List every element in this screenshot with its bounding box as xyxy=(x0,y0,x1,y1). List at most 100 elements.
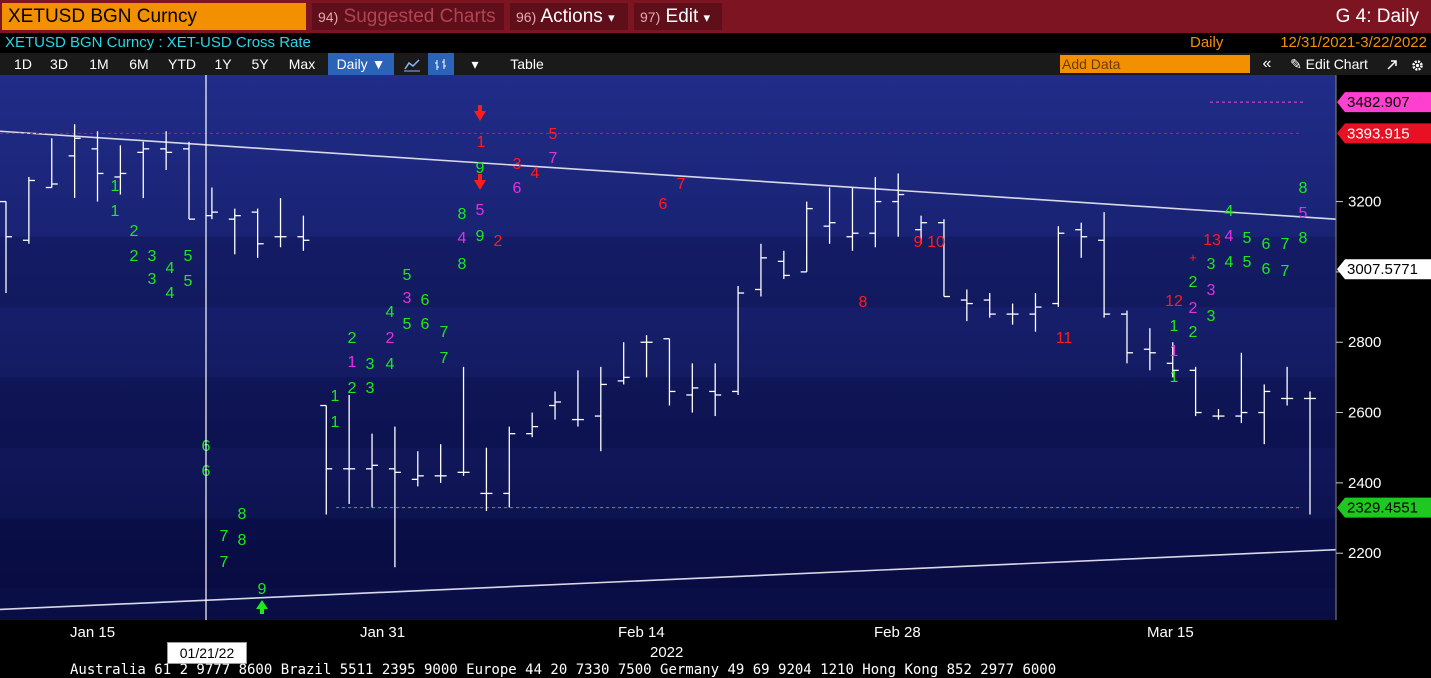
count-label: 4 xyxy=(1225,203,1234,220)
grid-band xyxy=(0,518,1336,589)
sequential-counts: 1122334455667788911223344556677889912345… xyxy=(111,105,1308,614)
count-label: 6 xyxy=(513,180,522,197)
count-label: 4 xyxy=(386,356,395,373)
period-1d-button[interactable]: 1D xyxy=(14,56,32,72)
gear-icon[interactable] xyxy=(1406,53,1428,75)
price-tag-label: 3393.915 xyxy=(1347,125,1410,142)
count-label: 2 xyxy=(130,248,139,265)
cursor-marker-icon xyxy=(205,619,207,620)
count-label: 5 xyxy=(476,202,485,219)
count-label: 1 xyxy=(111,178,120,195)
price-tag xyxy=(1337,92,1431,113)
edit-number: 97) xyxy=(640,9,661,25)
reference-lines xyxy=(0,101,1304,509)
more-chart-types-dropdown[interactable]: ▾ xyxy=(471,56,479,72)
count-label: 1 xyxy=(331,414,340,431)
sell-arrow-stem xyxy=(478,174,482,181)
suggested-charts-button[interactable]: 94) Suggested Charts xyxy=(312,3,504,30)
count-label: 9 xyxy=(476,160,485,177)
y-tick-label: 2800 xyxy=(1348,334,1381,351)
bar-chart-icon[interactable] xyxy=(428,53,454,75)
count-label: 2 xyxy=(386,330,395,347)
count-label: 1 xyxy=(1170,318,1179,335)
sell-arrow-icon xyxy=(474,111,486,121)
grid-band xyxy=(0,377,1336,448)
edit-chart-button[interactable]: ✎ Edit Chart xyxy=(1290,56,1368,72)
y-tick-label: 2600 xyxy=(1348,405,1381,422)
trendline-upper xyxy=(0,130,1337,220)
count-label: 8 xyxy=(1299,230,1308,247)
period-5y-button[interactable]: 5Y xyxy=(251,56,269,72)
count-label: 7 xyxy=(549,150,558,167)
actions-menu-button[interactable]: 96) Actions ▾ xyxy=(510,3,628,30)
count-label: 4 xyxy=(1225,254,1234,271)
count-label: 2 xyxy=(1189,274,1198,291)
period-6m-button[interactable]: 6M xyxy=(129,56,149,72)
price-tag xyxy=(1337,123,1431,144)
count-label: 3 xyxy=(148,271,157,288)
trendline-lower xyxy=(0,548,1337,611)
trendlines xyxy=(0,130,1337,611)
count-label: 1 xyxy=(1170,343,1179,360)
count-label: 7 xyxy=(1281,263,1290,280)
count-label: 1 xyxy=(331,388,340,405)
frequency-dropdown[interactable]: Daily ▼ xyxy=(328,53,394,75)
count-label: 6 xyxy=(1262,236,1271,253)
count-label: 8 xyxy=(238,532,247,549)
count-label: 2 xyxy=(348,330,357,347)
count-label: 11 xyxy=(1056,330,1073,347)
yaxis-background xyxy=(1336,75,1431,620)
count-label: 1 xyxy=(111,203,120,220)
count-label: 7 xyxy=(677,176,686,193)
add-data-input[interactable]: Add Data xyxy=(1060,55,1250,73)
sell-arrow-stem xyxy=(478,105,482,112)
x-tick-label: Mar 15 xyxy=(1147,624,1194,641)
count-label: 3 xyxy=(513,156,522,173)
period-ytd-button[interactable]: YTD xyxy=(168,56,196,72)
ohlc-bars xyxy=(0,124,1316,568)
count-label: 6 xyxy=(421,316,430,333)
count-label: 4 xyxy=(386,304,395,321)
count-label: 5 xyxy=(1243,254,1252,271)
count-label: 7 xyxy=(440,350,449,367)
period-1y-button[interactable]: 1Y xyxy=(214,56,232,72)
count-label: 7 xyxy=(220,528,229,545)
count-label: 2 xyxy=(1189,300,1198,317)
date-range[interactable]: 12/31/2021-3/22/2022 xyxy=(1280,34,1427,51)
y-tick-label: 2200 xyxy=(1348,545,1381,562)
count-label: 9 xyxy=(476,228,485,245)
count-label: 5 xyxy=(549,126,558,143)
price-tag-label: 3007.5771 xyxy=(1347,261,1418,278)
period-max-button[interactable]: Max xyxy=(288,56,316,72)
price-chart[interactable]: 1122334455667788911223344556677889912345… xyxy=(0,75,1431,620)
count-label: 1 xyxy=(477,134,486,151)
count-label: 2 xyxy=(494,233,503,250)
count-label: 6 xyxy=(421,292,430,309)
expand-icon[interactable] xyxy=(1382,53,1402,75)
count-label: 6 xyxy=(1262,261,1271,278)
grid-band xyxy=(0,236,1336,308)
security-info-bar: XETUSD BGN Curncy : XET-USD Cross Rate D… xyxy=(0,33,1431,53)
count-label: 2 xyxy=(130,223,139,240)
line-chart-icon[interactable] xyxy=(400,53,424,75)
horizontal-bands xyxy=(0,236,1336,589)
plot-background xyxy=(0,75,1336,620)
buy-arrow-icon xyxy=(256,600,268,609)
x-tick-label: Feb 28 xyxy=(874,624,921,641)
period-3d-button[interactable]: 3D xyxy=(50,56,68,72)
chevron-down-icon: ▾ xyxy=(608,10,615,25)
count-label: 7 xyxy=(220,554,229,571)
period-1m-button[interactable]: 1M xyxy=(89,56,109,72)
collapse-toolbar-icon[interactable]: « xyxy=(1262,55,1272,72)
count-label: 9 xyxy=(258,581,267,598)
price-tags: 3482.907 3393.915 3007.5771 2329.4551 xyxy=(1337,92,1431,518)
table-button[interactable]: Table xyxy=(510,56,544,72)
price-tag xyxy=(1337,497,1431,518)
price-tag-label: 3482.907 xyxy=(1347,94,1410,111)
count-label: 2 xyxy=(348,380,357,397)
security-ticker-field[interactable]: XETUSD BGN Curncy xyxy=(2,3,306,30)
count-label: 3 xyxy=(148,248,157,265)
count-label: 5 xyxy=(184,273,193,290)
count-label: 3 xyxy=(1207,256,1216,273)
edit-menu-button[interactable]: 97) Edit ▾ xyxy=(634,3,722,30)
